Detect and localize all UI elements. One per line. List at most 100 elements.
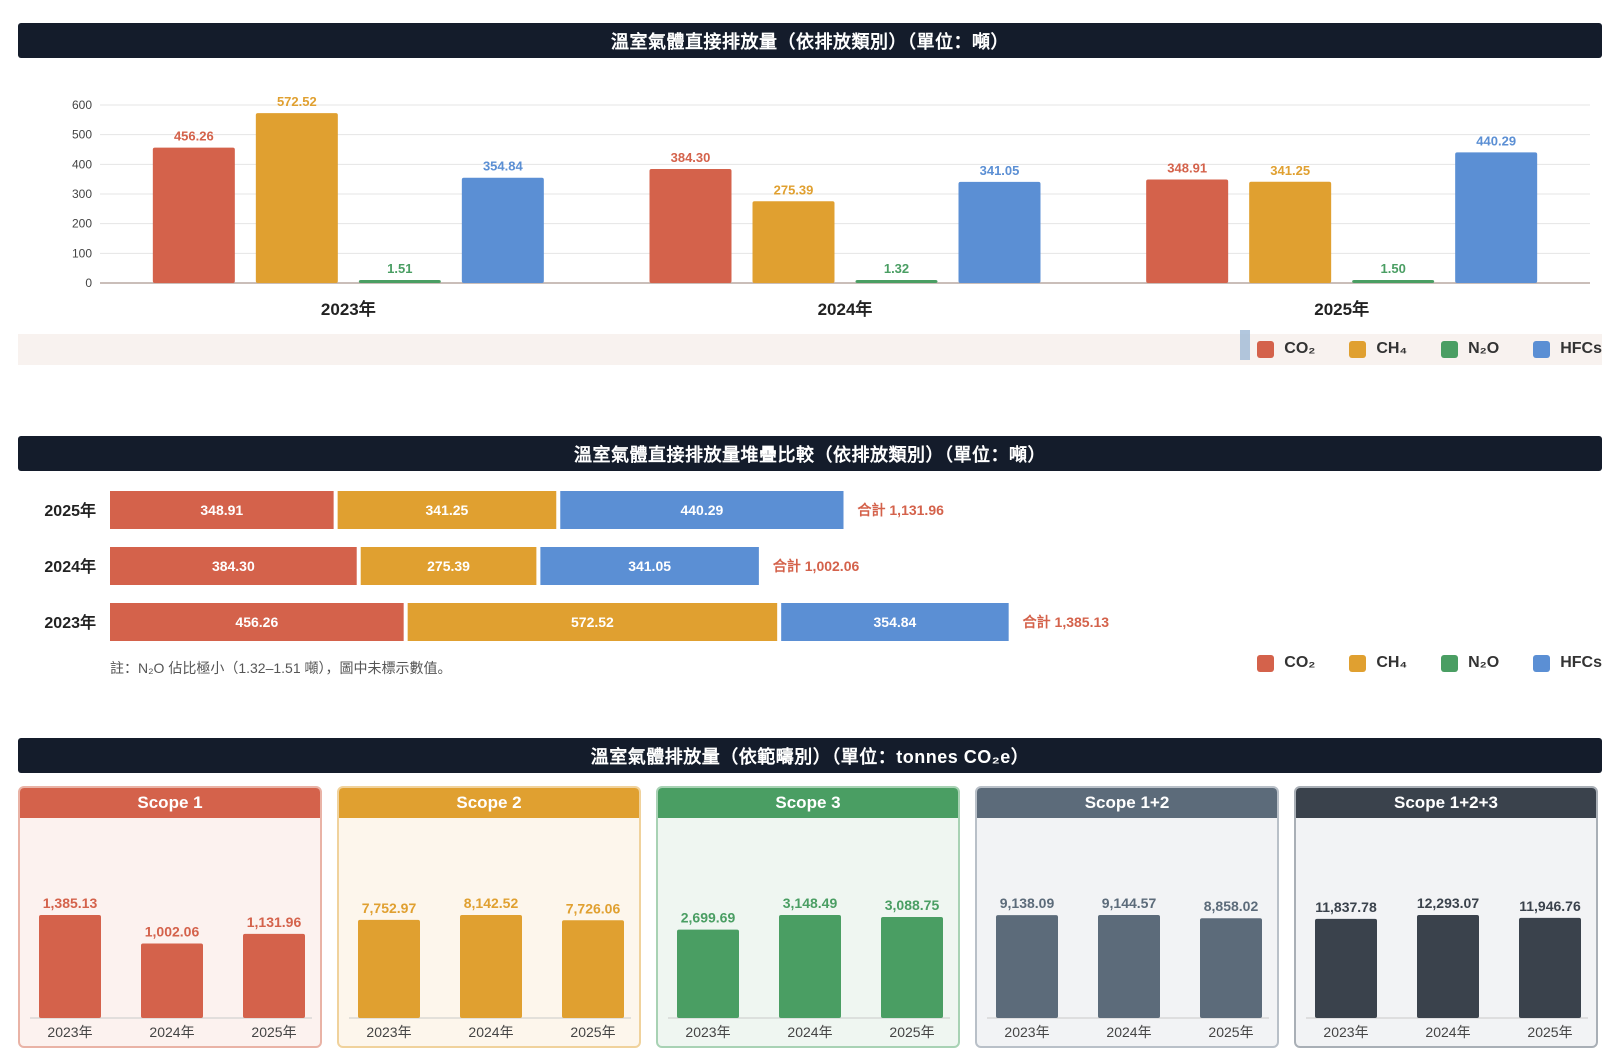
legend-swatch xyxy=(1441,654,1459,672)
scope-card: Scope 1+2+3 11,837.78 2023年 12,293.07 2024年 1… xyxy=(1294,786,1598,1048)
scope-card-title: Scope 1 xyxy=(20,788,320,818)
scope-data-label: 9,138.09 xyxy=(1000,895,1055,911)
scope-card: Scope 2 7,752.97 2023年 8,142.52 2024年 7,726.0… xyxy=(337,786,641,1048)
chart2-legend-item-HFCs: HFCs xyxy=(1533,654,1602,672)
chart1-data-label: 440.29 xyxy=(1476,133,1516,148)
scope-category-label: 2023年 xyxy=(1323,1024,1368,1040)
chart1-data-label: 341.25 xyxy=(1270,163,1310,178)
scope-category-label: 2025年 xyxy=(1527,1024,1572,1040)
chart2-segment-label: 348.91 xyxy=(200,502,243,518)
legend-label: HFCs xyxy=(1560,340,1602,357)
scope-card-plot: 9,138.09 2023年 9,144.57 2024年 8,858.02 2025年 xyxy=(987,895,1269,1040)
chart2-segment-label: 572.52 xyxy=(571,614,614,630)
chart2-category-label: 2024年 xyxy=(44,557,96,576)
chart1-bar-HFCs xyxy=(1455,152,1538,283)
scope-data-label: 7,752.97 xyxy=(362,900,417,916)
legend-swatch xyxy=(1349,654,1367,672)
scope-category-label: 2023年 xyxy=(685,1024,730,1040)
chart1-bar-CO2 xyxy=(649,168,732,283)
chart1-data-label: 1.32 xyxy=(884,261,909,276)
chart2-segment-CO2 xyxy=(110,547,357,585)
chart2-legend-item-CH4: CH₄ xyxy=(1349,654,1407,672)
chart1-legend-background xyxy=(18,334,1602,365)
chart2-segment-HFCs xyxy=(540,547,759,585)
legend-swatch xyxy=(1349,340,1367,358)
chart1-data-label: 456.26 xyxy=(174,129,214,144)
chart1-bar-HFCs xyxy=(958,181,1041,283)
legend-label: CO₂ xyxy=(1284,654,1316,671)
scope-card-plot: 11,837.78 2023年 12,293.07 2024年 11,946.76 202… xyxy=(1306,895,1588,1040)
chart2-segment-CO2 xyxy=(110,491,334,529)
chart1-data-label: 354.84 xyxy=(483,159,524,174)
chart1-category-label: 2024年 xyxy=(818,299,873,319)
chart1-legend: CO₂ CH₄ N₂O HFCs xyxy=(1223,340,1602,358)
chart1-ytick-label: 400 xyxy=(72,157,92,171)
scope-bar xyxy=(677,929,739,1018)
chart2-segment-label: 341.25 xyxy=(426,502,469,518)
chart1-data-label: 275.39 xyxy=(774,182,814,197)
scope-category-label: 2025年 xyxy=(1208,1024,1253,1040)
scope-bar xyxy=(562,920,624,1018)
chart2-category-label: 2023年 xyxy=(44,613,96,632)
chart2-plot: 2025年 348.91 341.25 440.29 合計 1,131.96 2024年 3… xyxy=(44,491,1109,641)
scope-card-title: Scope 2 xyxy=(339,788,639,818)
chart1-bar-CH4 xyxy=(752,201,835,283)
chart1-ytick-label: 0 xyxy=(85,276,92,290)
legend-label: CH₄ xyxy=(1376,340,1408,357)
legend-swatch xyxy=(1441,340,1459,358)
scope-bar xyxy=(39,915,101,1018)
scope-bar xyxy=(1417,915,1479,1018)
chart2-legend-item-CO2: CO₂ xyxy=(1257,654,1315,672)
scope-data-label: 1,131.96 xyxy=(247,914,302,930)
scope-data-label: 8,142.52 xyxy=(464,895,519,911)
chart1-data-label: 348.91 xyxy=(1167,160,1207,175)
scope-data-label: 12,293.07 xyxy=(1417,895,1479,911)
chart1-bar-CO2 xyxy=(1146,179,1229,283)
scope-bar xyxy=(141,943,203,1018)
scope-card-title: Scope 1+2 xyxy=(977,788,1277,818)
chart1-data-label: 572.52 xyxy=(277,94,317,109)
chart1-title: 溫室氣體直接排放量（依排放類別）（單位：噸） xyxy=(18,23,1602,58)
chart2-note: 註：N₂O 佔比極小（1.32–1.51 噸），圖中未標示數值。 xyxy=(110,660,452,676)
chart2-total-label: 合計 1,131.96 xyxy=(858,502,945,518)
chart2-legend: CO₂ CH₄ N₂O HFCs xyxy=(1223,654,1602,672)
chart1-bar-N2O xyxy=(855,280,938,283)
scope-data-label: 7,726.06 xyxy=(566,900,621,916)
chart1-legend-item-CO2: CO₂ xyxy=(1257,340,1315,358)
chart2-segment-CH4 xyxy=(337,491,557,529)
scope-data-label: 9,144.57 xyxy=(1102,895,1157,911)
chart2-segment-label: 440.29 xyxy=(680,502,723,518)
chart1-ytick-label: 300 xyxy=(72,187,92,201)
scope-card-title: Scope 3 xyxy=(658,788,958,818)
scope-category-label: 2024年 xyxy=(468,1024,513,1040)
chart1-legend-item-CH4: CH₄ xyxy=(1349,340,1407,358)
scope-category-label: 2024年 xyxy=(149,1024,194,1040)
chart2-legend-item-N2O: N₂O xyxy=(1441,654,1499,672)
scope-data-label: 11,837.78 xyxy=(1315,899,1377,915)
chart2-category-label: 2025年 xyxy=(44,501,96,520)
legend-label: N₂O xyxy=(1468,340,1500,357)
chart1-bar-N2O xyxy=(358,280,441,283)
scope-category-label: 2024年 xyxy=(1425,1024,1470,1040)
scope-data-label: 2,699.69 xyxy=(681,910,736,926)
chart1-category-label: 2025年 xyxy=(1314,299,1369,319)
legend-label: CH₄ xyxy=(1376,654,1408,671)
chart1-bar-CH4 xyxy=(255,113,338,283)
chart2-segment-label: 275.39 xyxy=(427,558,470,574)
scope-card: Scope 1 1,385.13 2023年 1,002.06 2024年 1,131.9… xyxy=(18,786,322,1048)
chart1-ytick-label: 100 xyxy=(72,246,92,260)
scope-bar xyxy=(996,915,1058,1018)
scope-card: Scope 3 2,699.69 2023年 3,148.49 2024年 3,088.7… xyxy=(656,786,960,1048)
chart1-plot: 0 100 200 300 400 500 600 456.26 572.52 1.51 354.8… xyxy=(72,94,1590,319)
scope-data-label: 3,088.75 xyxy=(885,897,940,913)
scope-bar xyxy=(460,915,522,1018)
chart1-data-label: 341.05 xyxy=(980,163,1020,178)
chart1-scroll-marker xyxy=(1240,330,1250,360)
scope-category-label: 2023年 xyxy=(1004,1024,1049,1040)
scope-data-label: 1,385.13 xyxy=(43,895,98,911)
chart1-legend-item-HFCs: HFCs xyxy=(1533,340,1602,358)
chart1-data-label: 1.51 xyxy=(387,261,412,276)
legend-swatch xyxy=(1257,340,1275,358)
scope-card-plot: 7,752.97 2023年 8,142.52 2024年 7,726.06 2025年 xyxy=(349,895,631,1040)
scope-category-label: 2025年 xyxy=(570,1024,615,1040)
